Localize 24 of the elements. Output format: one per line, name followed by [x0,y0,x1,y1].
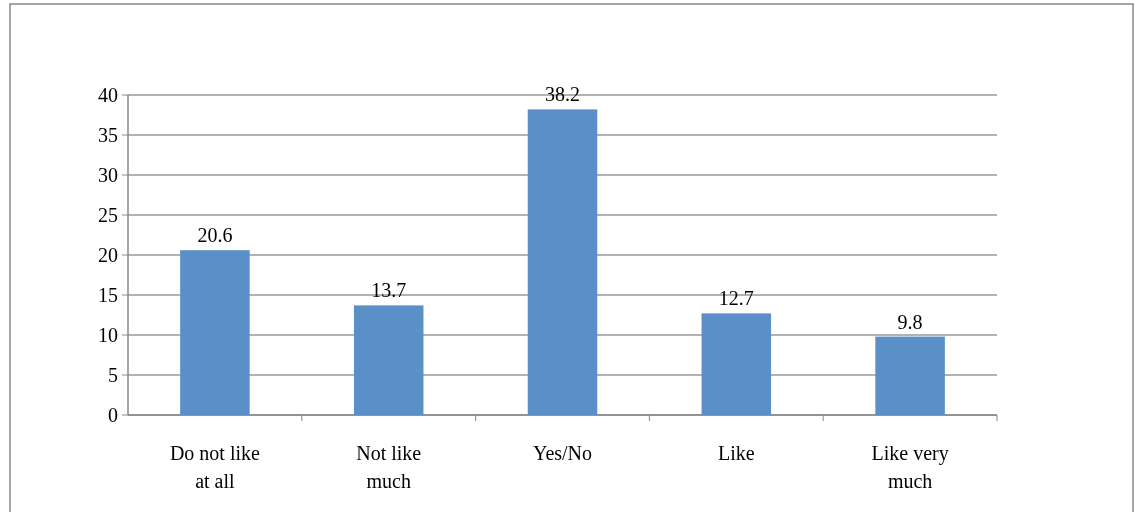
x-tick-label: Not like much [356,442,422,492]
y-tick-label: 10 [98,324,118,346]
x-tick-label: Like [717,442,755,464]
data-label: 20.6 [197,224,233,247]
data-label: 13.7 [371,279,407,302]
y-tick-label: 25 [98,204,118,226]
y-tick-label: 15 [98,284,118,306]
y-tick-label: 20 [98,244,118,266]
bar [527,109,598,415]
data-label: 38.2 [545,83,580,106]
y-tick-label: 40 [98,84,118,106]
y-tick-label: 35 [98,124,118,146]
bar [353,305,424,415]
bar [875,336,945,415]
bar [701,313,772,415]
data-label: 12.7 [718,287,754,310]
x-tick-label: Yes/No [532,442,593,464]
x-tick-label: Do not like at all [169,442,261,492]
data-label: 9.8 [897,310,923,333]
x-tick-label: Like very much [871,442,949,492]
y-tick-label: 0 [108,404,118,426]
bar [180,250,250,415]
y-tick-label: 30 [98,164,118,186]
y-tick-label: 5 [108,364,118,386]
